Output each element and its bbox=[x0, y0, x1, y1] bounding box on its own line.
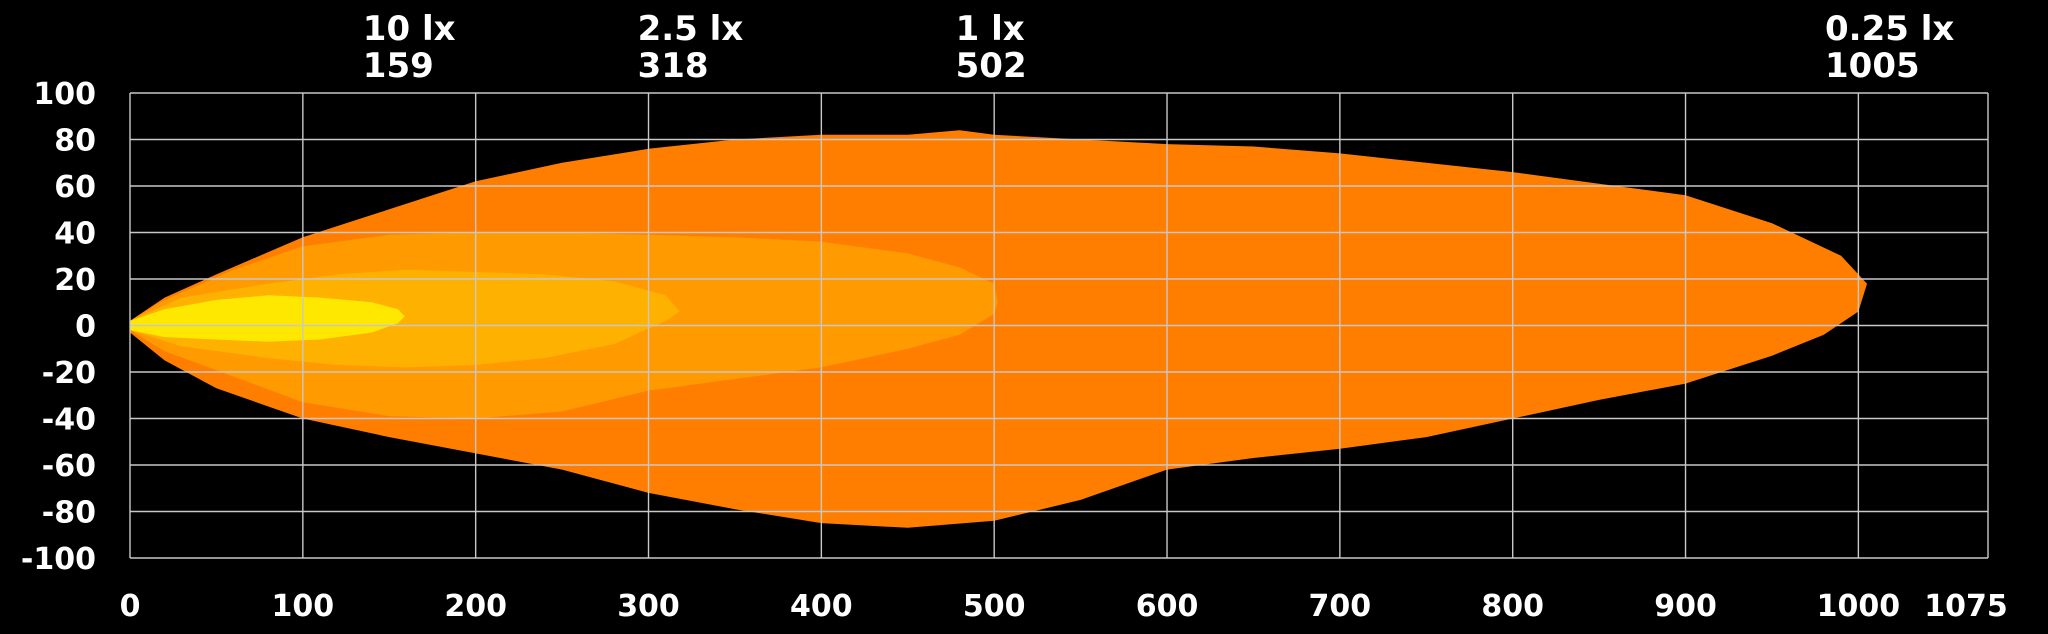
y-tick-label: -80 bbox=[42, 496, 96, 531]
x-tick-label: 700 bbox=[1309, 589, 1372, 624]
x-tick-labels: 0 100 200 300 400 500 600 700 800 900 1000 1075 bbox=[120, 589, 2008, 624]
x-tick-label: 0 bbox=[120, 589, 141, 624]
y-tick-label: 80 bbox=[54, 124, 96, 159]
x-tick-label: 300 bbox=[617, 589, 680, 624]
zone-lux-label: 1 lx bbox=[956, 9, 1025, 49]
y-tick-label: 40 bbox=[54, 217, 96, 252]
x-tick-label: 1075 bbox=[1924, 589, 2008, 624]
zone-distance-label: 502 bbox=[956, 46, 1027, 86]
zone-distance-label: 1005 bbox=[1825, 46, 1920, 86]
zone-10-lx-area bbox=[130, 295, 405, 342]
zone-lux-label: 10 lx bbox=[363, 9, 456, 49]
x-tick-label: 200 bbox=[444, 589, 507, 624]
zone-lux-label: 2.5 lx bbox=[638, 9, 744, 49]
y-tick-label: -100 bbox=[21, 542, 96, 577]
x-tick-label: 100 bbox=[272, 589, 335, 624]
y-tick-label: -40 bbox=[42, 403, 96, 438]
isolux-zones bbox=[130, 130, 1867, 528]
gridlines bbox=[129, 92, 1989, 559]
zone-0-25-lx-area bbox=[130, 130, 1867, 528]
y-tick-label: -20 bbox=[42, 356, 96, 391]
y-tick-labels: 100 80 60 40 20 0 -20 -40 -60 -80 -100 bbox=[21, 77, 96, 577]
y-tick-label: 100 bbox=[33, 77, 96, 112]
x-tick-label: 1000 bbox=[1817, 589, 1901, 624]
x-tick-label: 400 bbox=[790, 589, 853, 624]
x-tick-label: 500 bbox=[963, 589, 1026, 624]
zone-distance-label: 318 bbox=[638, 46, 709, 86]
y-tick-label: 0 bbox=[75, 310, 96, 345]
x-tick-label: 800 bbox=[1481, 589, 1544, 624]
y-tick-label: -60 bbox=[42, 449, 96, 484]
zone-lux-label: 0.25 lx bbox=[1825, 9, 1954, 49]
y-tick-label: 60 bbox=[54, 170, 96, 205]
zone-2-5-lx-area bbox=[130, 269, 680, 368]
y-tick-label: 20 bbox=[54, 263, 96, 298]
x-tick-label: 600 bbox=[1136, 589, 1199, 624]
x-tick-label: 900 bbox=[1654, 589, 1717, 624]
zone-distance-label: 159 bbox=[363, 46, 434, 86]
